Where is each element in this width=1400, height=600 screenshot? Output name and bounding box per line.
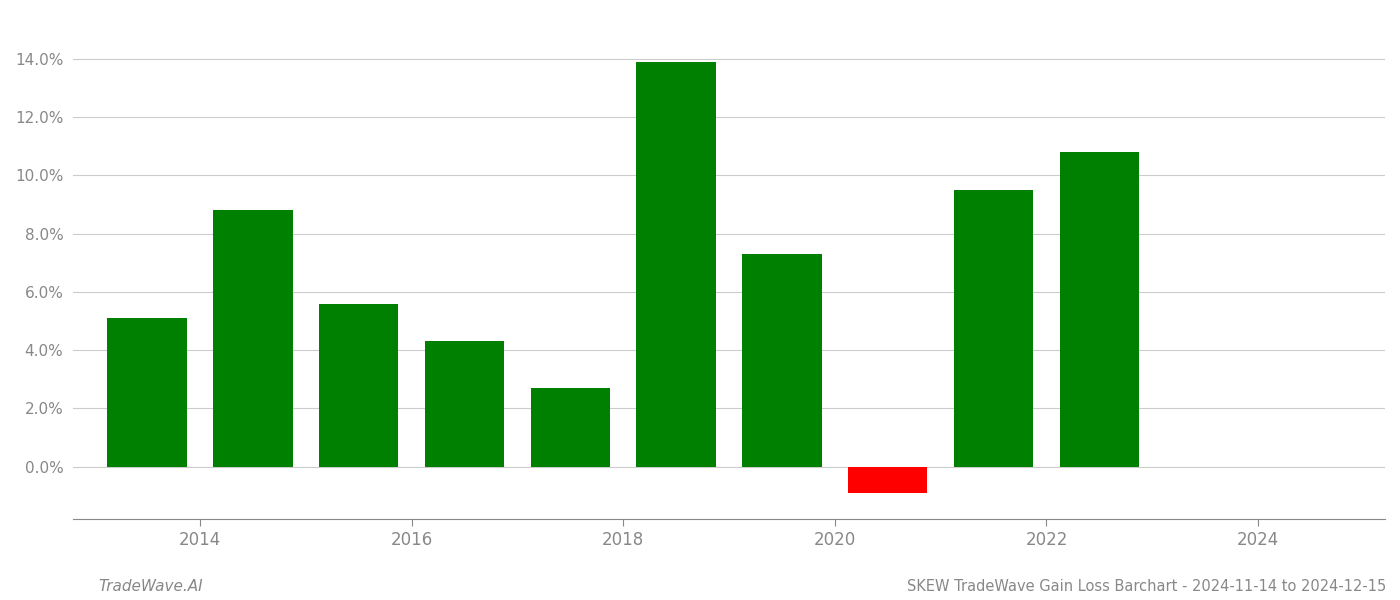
Bar <box>953 190 1033 467</box>
Bar <box>213 210 293 467</box>
Bar <box>742 254 822 467</box>
Text: SKEW TradeWave Gain Loss Barchart - 2024-11-14 to 2024-12-15: SKEW TradeWave Gain Loss Barchart - 2024… <box>907 579 1386 594</box>
Bar <box>531 388 610 467</box>
Bar <box>424 341 504 467</box>
Text: TradeWave.AI: TradeWave.AI <box>98 579 203 594</box>
Bar <box>637 62 715 467</box>
Bar <box>848 467 927 493</box>
Bar <box>319 304 399 467</box>
Bar <box>1060 152 1140 467</box>
Bar <box>108 318 186 467</box>
